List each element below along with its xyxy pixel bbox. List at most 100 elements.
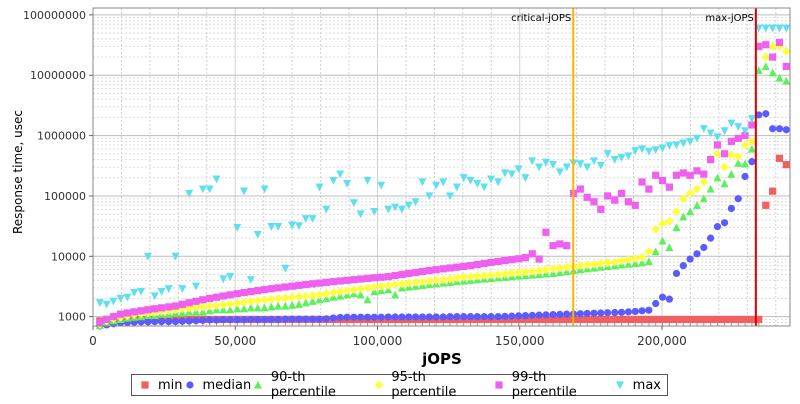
data-point xyxy=(308,215,317,223)
data-point xyxy=(377,313,385,321)
data-point xyxy=(706,129,715,138)
data-point xyxy=(521,254,530,262)
data-point xyxy=(391,290,400,299)
data-point xyxy=(582,260,592,270)
data-point xyxy=(198,185,207,194)
data-point xyxy=(727,204,735,213)
data-point xyxy=(575,261,585,271)
data-point xyxy=(473,180,482,188)
data-point xyxy=(562,262,572,272)
data-point xyxy=(185,189,194,198)
legend-swatch xyxy=(495,381,503,389)
data-point xyxy=(597,315,605,324)
data-point xyxy=(460,262,468,271)
data-point xyxy=(782,24,791,33)
data-point xyxy=(631,147,640,155)
data-point xyxy=(349,285,359,295)
data-point xyxy=(328,288,338,298)
data-point xyxy=(240,304,249,313)
data-point xyxy=(357,313,365,321)
data-point xyxy=(260,315,269,324)
data-point xyxy=(445,274,455,284)
data-point xyxy=(507,170,516,179)
data-point xyxy=(679,139,688,148)
data-point xyxy=(747,115,756,123)
legend-swatch xyxy=(141,381,149,389)
data-point xyxy=(638,258,647,267)
legend-item: 99-th percentile xyxy=(492,370,612,400)
data-point xyxy=(782,161,790,169)
data-point xyxy=(460,313,468,321)
data-point xyxy=(713,133,722,142)
data-point xyxy=(301,291,311,301)
data-point xyxy=(768,42,778,51)
data-point xyxy=(720,219,729,227)
data-point xyxy=(658,219,667,228)
data-point xyxy=(604,315,612,324)
data-point xyxy=(452,273,462,283)
data-point xyxy=(287,292,297,302)
data-point xyxy=(487,313,495,321)
data-point xyxy=(109,297,118,306)
data-point xyxy=(412,268,420,277)
data-point xyxy=(232,298,242,308)
data-point xyxy=(541,158,550,167)
data-point xyxy=(343,180,352,188)
data-point xyxy=(363,274,372,283)
data-point xyxy=(734,315,742,324)
data-point xyxy=(720,150,729,158)
data-point xyxy=(363,176,372,185)
data-point xyxy=(233,304,242,313)
data-point xyxy=(212,316,221,324)
data-point xyxy=(391,271,399,280)
data-point xyxy=(102,300,111,309)
legend-label: max xyxy=(632,377,661,393)
data-point xyxy=(748,158,756,166)
data-point xyxy=(781,46,791,56)
data-point xyxy=(466,313,475,321)
data-point xyxy=(494,178,503,187)
data-point xyxy=(631,201,639,209)
data-point xyxy=(713,223,722,231)
data-point xyxy=(576,315,584,324)
annotation-label: max-jOPS xyxy=(705,13,753,24)
data-point xyxy=(782,62,790,71)
data-point xyxy=(109,313,118,321)
data-point xyxy=(369,282,379,292)
data-point xyxy=(343,313,351,321)
y-tick-label: 1000000 xyxy=(37,130,86,143)
data-point xyxy=(164,285,173,293)
data-point xyxy=(741,127,750,136)
data-point xyxy=(624,198,633,206)
data-point xyxy=(274,223,283,231)
data-point xyxy=(246,303,255,312)
data-point xyxy=(267,315,275,324)
data-point xyxy=(274,301,283,310)
data-point xyxy=(480,313,488,321)
data-point xyxy=(151,305,159,313)
data-point xyxy=(96,318,104,327)
data-point xyxy=(597,205,605,213)
data-point xyxy=(658,144,667,153)
data-point xyxy=(247,315,255,324)
data-point xyxy=(631,315,639,324)
data-point xyxy=(535,311,543,319)
data-point xyxy=(631,307,639,316)
data-point xyxy=(501,312,509,320)
data-point xyxy=(370,208,379,216)
data-point xyxy=(350,313,358,321)
data-point xyxy=(363,283,372,293)
data-point xyxy=(178,317,186,325)
data-point xyxy=(240,316,248,324)
data-point xyxy=(514,255,523,263)
data-point xyxy=(432,181,441,190)
series-layer xyxy=(95,24,791,330)
marker-layer: critical-jOPS max-jOPS xyxy=(511,8,757,326)
data-point xyxy=(315,295,324,304)
data-point xyxy=(507,268,517,278)
data-point xyxy=(707,234,715,242)
data-point xyxy=(288,282,296,290)
data-point xyxy=(727,137,735,146)
x-axis-title: jOPS xyxy=(421,350,462,368)
